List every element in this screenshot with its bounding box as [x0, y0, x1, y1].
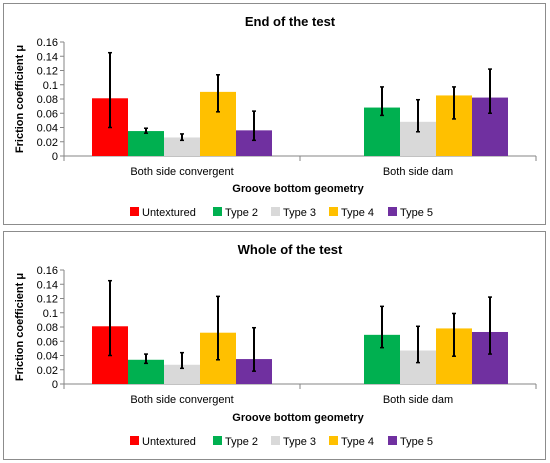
category-label-both-side-convergent: Both side convergent [130, 166, 233, 178]
legend-item-untextured: Untextured [130, 207, 196, 219]
y-tick-label: 0.14 [37, 279, 58, 291]
legend-swatch-type-5 [388, 436, 397, 445]
legend-swatch-type-2 [213, 436, 222, 445]
y-tick-label: 0.12 [37, 66, 58, 78]
chart-panel-whole-of-test: Whole of the test Friction coefficient μ 0… [3, 231, 546, 460]
legend-item-type-4: Type 4 [329, 207, 374, 219]
y-tick-label: 0.02 [37, 137, 58, 149]
chart-end-of-test: End of the test Friction coefficient μ 0 0.… [14, 14, 537, 219]
legend-label-type-3: Type 3 [283, 207, 316, 219]
y-tick-label: 0.16 [37, 37, 58, 49]
chart-title: End of the test [245, 14, 336, 29]
x-axis-label: Groove bottom geometry [232, 183, 364, 195]
bar-type-3-both-side-convergent [164, 137, 200, 156]
legend-label-type-4: Type 4 [341, 207, 374, 219]
legend-item-untextured: Untextured [130, 436, 196, 448]
y-tick-label: 0 [52, 151, 58, 163]
y-tick-label: 0.06 [37, 108, 58, 120]
category-label-both-side-convergent: Both side convergent [130, 394, 233, 406]
y-tick-label: 0.04 [37, 123, 58, 135]
legend-label-type-2: Type 2 [225, 207, 258, 219]
legend-label-type-4: Type 4 [341, 436, 374, 448]
category-label-both-side-dam: Both side dam [383, 394, 453, 406]
y-tick-label: 0.16 [37, 265, 58, 277]
legend-label-type-5: Type 5 [400, 207, 433, 219]
legend-swatch-type-3 [271, 207, 280, 216]
legend-item-type-5: Type 5 [388, 436, 433, 448]
y-tick-label: 0.1 [43, 80, 58, 92]
y-tick-label: 0.02 [37, 365, 58, 377]
legend-item-type-3: Type 3 [271, 436, 316, 448]
bar-type-2-both-side-convergent [128, 131, 164, 156]
y-tick-label: 0.08 [37, 94, 58, 106]
category-label-both-side-dam: Both side dam [383, 166, 453, 178]
y-tick-label: 0.1 [43, 308, 58, 320]
y-tick-label: 0.08 [37, 322, 58, 334]
x-axis-label: Groove bottom geometry [232, 412, 364, 424]
legend-label-type-2: Type 2 [225, 436, 258, 448]
legend-item-type-5: Type 5 [388, 207, 433, 219]
legend-swatch-type-3 [271, 436, 280, 445]
legend-item-type-3: Type 3 [271, 207, 316, 219]
y-tick-label: 0 [52, 379, 58, 391]
legend-item-type-2: Type 2 [213, 207, 258, 219]
legend-swatch-type-2 [213, 207, 222, 216]
legend-swatch-untextured [130, 436, 139, 445]
chart-title: Whole of the test [238, 242, 343, 257]
legend-swatch-type-4 [329, 436, 338, 445]
legend-label-untextured: Untextured [142, 207, 196, 219]
y-tick-label: 0.06 [37, 336, 58, 348]
legend-item-type-2: Type 2 [213, 436, 258, 448]
legend-swatch-untextured [130, 207, 139, 216]
y-tick-label: 0.14 [37, 51, 58, 63]
y-tick-label: 0.12 [37, 294, 58, 306]
legend-label-type-3: Type 3 [283, 436, 316, 448]
bar-type-3-both-side-convergent [164, 364, 200, 384]
legend-label-type-5: Type 5 [400, 436, 433, 448]
legend-item-type-4: Type 4 [329, 436, 374, 448]
y-tick-label: 0.04 [37, 351, 58, 363]
chart-panel-end-of-test: End of the test Friction coefficient μ 0 0.… [3, 3, 546, 225]
y-axis-label: Friction coefficient μ [14, 273, 26, 381]
legend-label-untextured: Untextured [142, 436, 196, 448]
legend-swatch-type-4 [329, 207, 338, 216]
legend-swatch-type-5 [388, 207, 397, 216]
y-axis-label: Friction coefficient μ [14, 45, 26, 153]
chart-whole-of-test: Whole of the test Friction coefficient μ 0… [14, 242, 537, 448]
